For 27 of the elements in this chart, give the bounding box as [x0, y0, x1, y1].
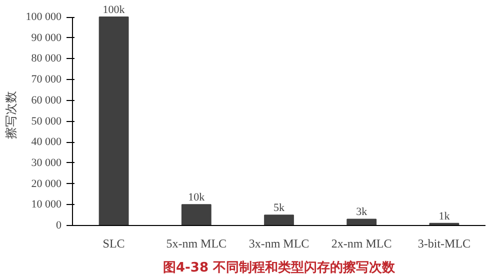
data-label: 3k	[356, 206, 368, 218]
y-tick-label: 60 000	[31, 94, 62, 106]
y-tick-label: 50 000	[31, 115, 62, 128]
y-tick-label: 20 000	[31, 178, 62, 190]
bar	[98, 16, 129, 226]
data-label: 100k	[102, 4, 126, 16]
y-tick-label: 40 000	[31, 136, 62, 148]
y-tick-label: 70 000	[31, 74, 62, 86]
text: 图4-38 不同制程和类型闪存的擦写次数	[162, 260, 396, 276]
bar	[346, 218, 377, 226]
y-axis-title: 擦写次数	[4, 91, 18, 139]
y-tick-label: 80 000	[31, 52, 62, 65]
y-tick-label: 30 000	[31, 156, 62, 169]
x-tick-label: 2x-nm MLC	[331, 236, 392, 250]
y-tick-label: 10 000	[31, 198, 62, 211]
data-label: 1k	[438, 210, 450, 222]
bar	[181, 204, 212, 226]
y-tick-label: 90 000	[31, 32, 62, 44]
data-label: 5k	[274, 202, 285, 214]
x-tick-label: 5x-nm MLC	[166, 236, 227, 250]
x-tick-label: 3-bit-MLC	[418, 236, 471, 250]
x-tick-label: SLC	[102, 236, 125, 250]
bar	[264, 214, 294, 226]
data-label: 10k	[188, 192, 206, 204]
y-tick-label: 0	[56, 220, 62, 232]
y-tick-label: 100 000	[26, 11, 62, 24]
x-tick-label: 3x-nm MLC	[248, 236, 310, 250]
